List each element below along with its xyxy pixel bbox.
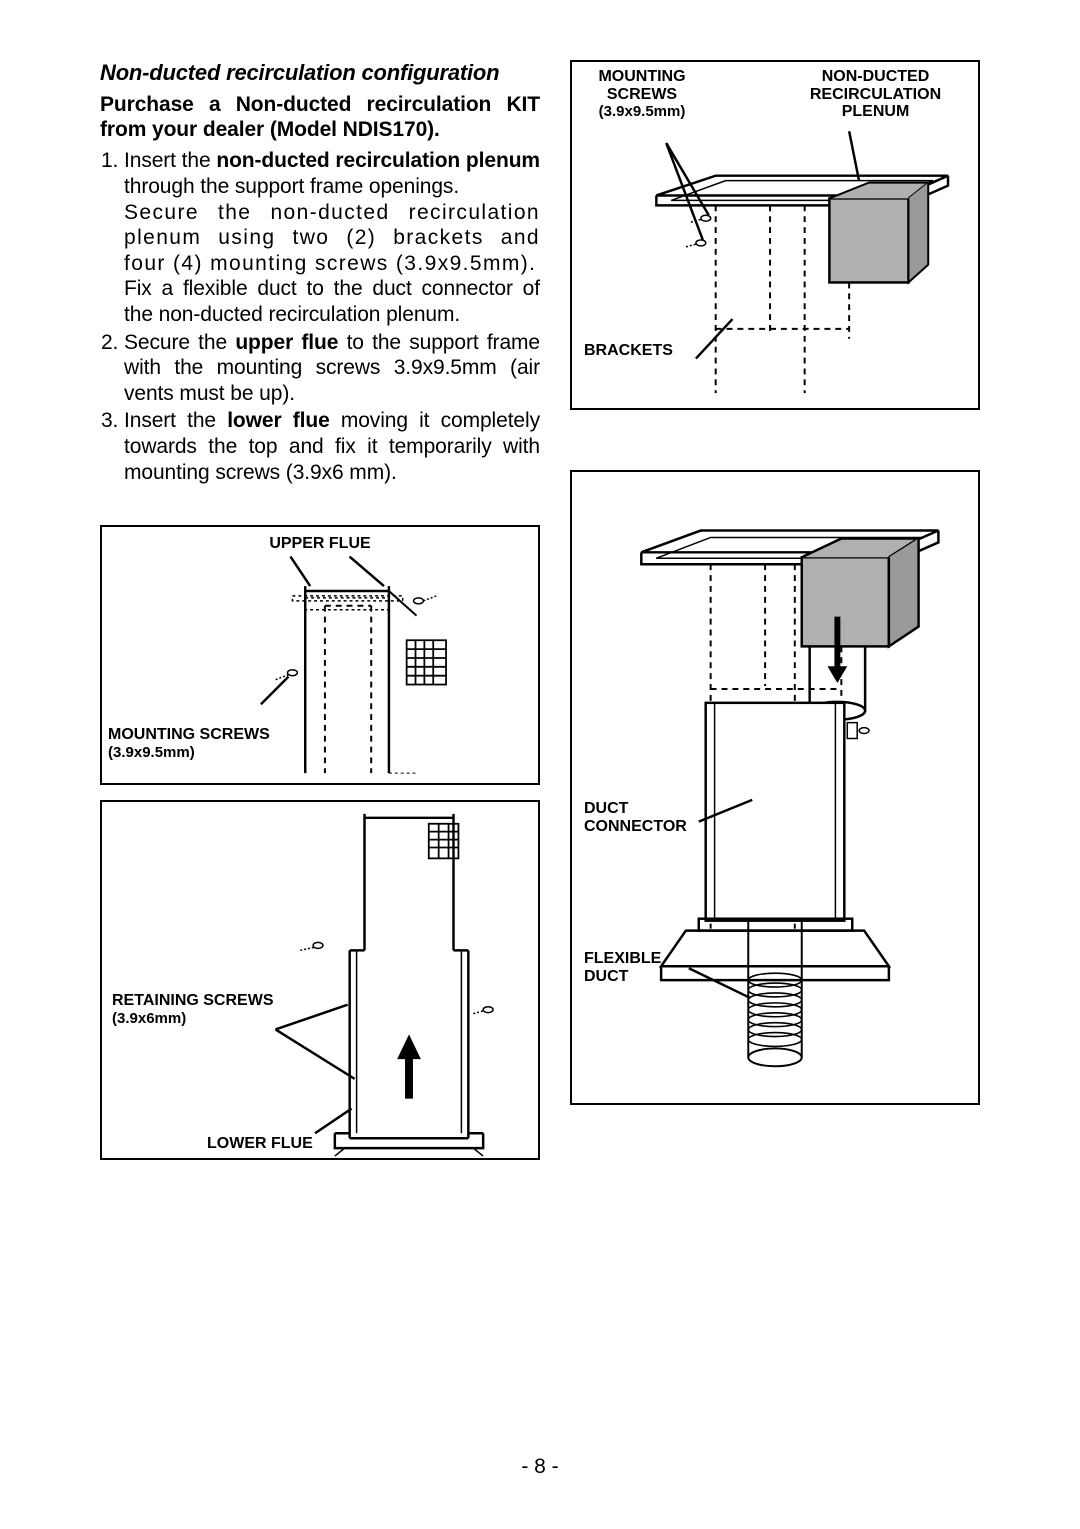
label-retaining-screws-size: (3.9x6mm)	[112, 1010, 186, 1027]
lower-flue-diagram	[102, 802, 538, 1158]
step-1-bold: non-ducted recirculation plenum	[216, 149, 540, 172]
label-mounting-screws-1: MOUNTING SCREWS (3.9x9.5mm)	[582, 68, 702, 121]
figure-lower-flue: RETAINING SCREWS (3.9x6mm) LOWER FLUE	[100, 800, 540, 1160]
step-1-lead: Insert the	[124, 149, 216, 172]
step-2-lead: Secure the	[124, 331, 235, 354]
label-flexible-duct: FLEXIBLE DUCT	[584, 950, 694, 985]
top-row: Non-ducted recirculation configuration P…	[100, 60, 980, 1160]
section-title: Non-ducted recirculation configuration	[100, 60, 540, 86]
step-3: Insert the lower flue moving it complete…	[124, 408, 540, 485]
step-1-sub1: Secure the non-ducted recirculation plen…	[124, 200, 540, 277]
label-upper-flue: UPPER FLUE	[102, 535, 538, 553]
label-mounting-screws-2: MOUNTING SCREWS (3.9x9.5mm)	[108, 726, 270, 761]
step-3-bold: lower flue	[227, 409, 329, 432]
step-1: Insert the non-ducted recirculation plen…	[124, 148, 540, 327]
label-brackets: BRACKETS	[584, 342, 673, 360]
label-lower-flue: LOWER FLUE	[207, 1135, 313, 1153]
intro-text: Purchase a Non-ducted recirculation KIT …	[100, 92, 540, 142]
figure-plenum: MOUNTING SCREWS (3.9x9.5mm) NON-DUCTED R…	[570, 60, 980, 410]
figure-upper-flue: UPPER FLUE	[100, 525, 540, 785]
label-mounting-screws-1-text: MOUNTING SCREWS	[598, 68, 685, 103]
label-duct-connector: DUCT CONNECTOR	[584, 800, 714, 835]
steps-list: Insert the non-ducted recirculation plen…	[100, 148, 540, 485]
text-column: Non-ducted recirculation configuration P…	[100, 60, 540, 1160]
step-2-bold: upper flue	[235, 331, 338, 354]
step-2: Secure the upper flue to the support fra…	[124, 330, 540, 407]
step-1-tail: through the support frame openings.	[124, 175, 459, 198]
label-plenum: NON-DUCTED RECIRCULATION PLENUM	[788, 68, 963, 121]
page-number: - 8 -	[0, 1455, 1080, 1479]
duct-diagram	[572, 472, 978, 1103]
label-retaining-screws: RETAINING SCREWS (3.9x6mm)	[112, 992, 273, 1027]
step-3-lead: Insert the	[124, 409, 227, 432]
figure-column: MOUNTING SCREWS (3.9x9.5mm) NON-DUCTED R…	[570, 60, 980, 1105]
label-mounting-screws-1-size: (3.9x9.5mm)	[599, 103, 686, 120]
label-mounting-screws-2-size: (3.9x9.5mm)	[108, 744, 195, 761]
step-1-sub2: Fix a flexible duct to the duct connecto…	[124, 276, 540, 327]
figure-duct: DUCT CONNECTOR FLEXIBLE DUCT	[570, 470, 980, 1105]
label-mounting-screws-2-text: MOUNTING SCREWS	[108, 726, 270, 743]
label-retaining-screws-text: RETAINING SCREWS	[112, 992, 273, 1009]
